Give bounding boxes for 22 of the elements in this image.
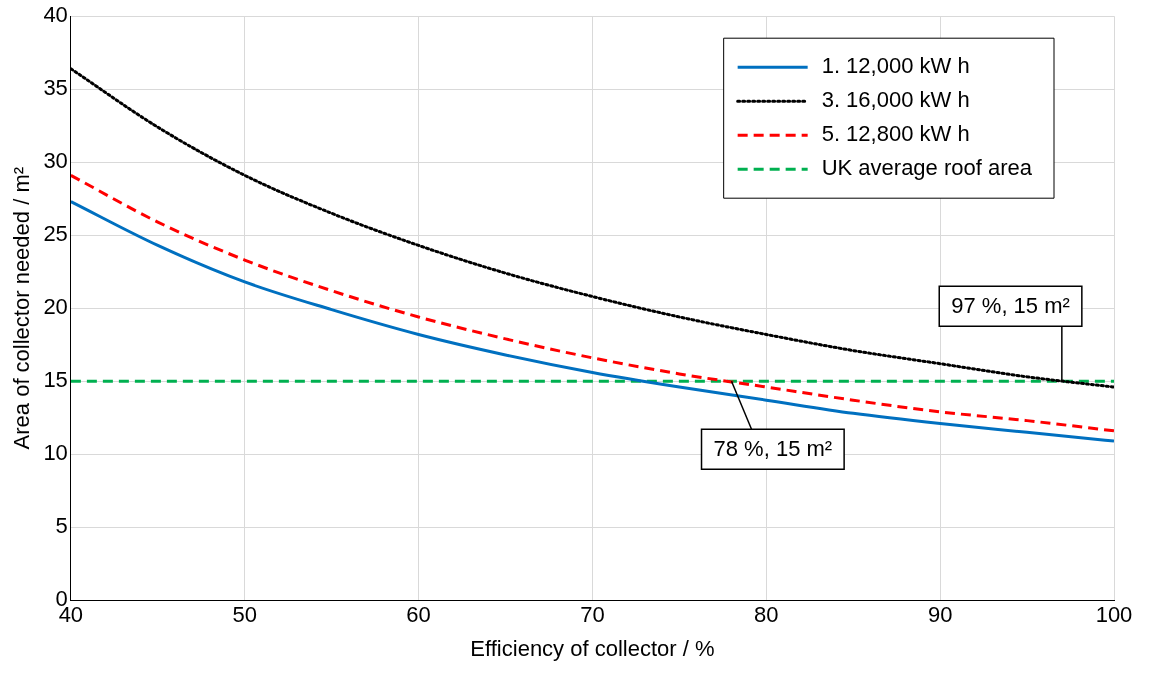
annotation: 97 %, 15 m²: [951, 293, 1070, 319]
y-axis-title: Area of collector needed / m²: [9, 166, 35, 450]
annotation: 78 %, 15 m²: [713, 436, 833, 462]
legend-label: UK average roof area: [821, 155, 1033, 181]
x-tick-label: 80: [754, 602, 779, 628]
y-tick-label: 15: [43, 367, 68, 393]
x-tick-label: 60: [406, 602, 431, 628]
y-tick-label: 30: [43, 148, 68, 174]
x-tick-label: 100: [1095, 602, 1133, 628]
x-tick-label: 50: [232, 602, 257, 628]
x-tick-label: 70: [580, 602, 605, 628]
y-tick-label: 10: [43, 440, 68, 466]
legend-label: 5. 12,800 kW h: [821, 121, 970, 147]
y-tick-label: 35: [43, 75, 68, 101]
x-axis-title: Efficiency of collector / %: [470, 635, 715, 661]
y-tick-label: 5: [55, 513, 68, 539]
legend-label: 1. 12,000 kW h: [821, 53, 970, 79]
y-tick-label: 20: [43, 294, 68, 320]
legend-label: 3. 16,000 kW h: [821, 87, 970, 113]
y-tick-label: 40: [43, 2, 68, 28]
x-tick-label: 90: [927, 602, 953, 628]
y-tick-label: 25: [43, 221, 68, 247]
